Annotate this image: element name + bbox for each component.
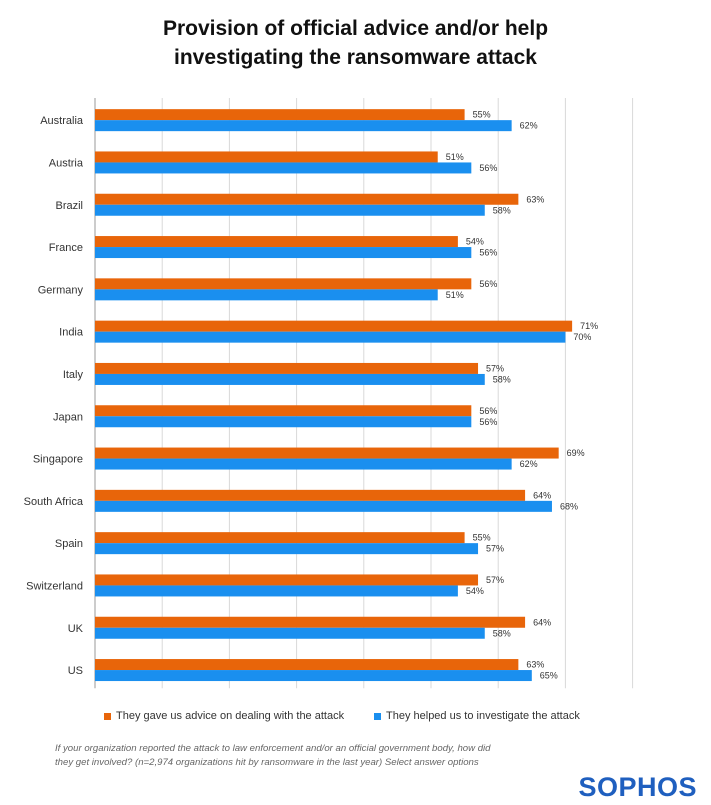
data-label: 57%: [486, 575, 504, 585]
data-label: 56%: [479, 406, 497, 416]
data-label: 55%: [473, 533, 491, 543]
category-label: Brazil: [55, 200, 83, 212]
data-label: 51%: [446, 152, 464, 162]
data-label: 58%: [493, 374, 511, 384]
data-label: 54%: [466, 237, 484, 247]
data-label: 69%: [567, 448, 585, 458]
data-label: 68%: [560, 501, 578, 511]
data-label: 64%: [533, 490, 551, 500]
data-label: 57%: [486, 544, 504, 554]
data-label: 62%: [520, 121, 538, 131]
bar-investigate: [95, 416, 472, 428]
bar-investigate: [95, 458, 512, 470]
data-label: 51%: [446, 290, 464, 300]
category-label: Germany: [38, 284, 84, 296]
bar-advice: [95, 616, 526, 628]
category-label: India: [59, 327, 84, 339]
chart-title: Provision of official advice and/or help…: [0, 14, 711, 72]
category-label: Japan: [53, 411, 83, 423]
category-label: Singapore: [33, 454, 83, 466]
category-label: France: [49, 242, 83, 254]
bar-chart: Australia 55% 62% Austria 51% 56% Brazil 63% 58%…: [24, 98, 634, 689]
data-label: 63%: [526, 660, 544, 670]
data-label: 56%: [479, 163, 497, 173]
category-label: Austria: [49, 157, 84, 169]
bar-advice: [95, 151, 438, 163]
bar-advice: [95, 489, 526, 501]
legend-item-investigate: They helped us to investigate the attack: [374, 710, 580, 722]
data-label: 58%: [493, 628, 511, 638]
data-label: 55%: [473, 110, 491, 120]
data-label: 56%: [479, 417, 497, 427]
data-label: 58%: [493, 205, 511, 215]
chart-title-line-2: investigating the ransomware attack: [174, 46, 537, 69]
footnote-line-2: they get involved? (n=2,974 organization…: [55, 757, 479, 768]
bar-advice: [95, 362, 479, 374]
bar-advice: [95, 574, 479, 586]
bar-investigate: [95, 627, 485, 639]
bar-advice: [95, 405, 472, 417]
data-label: 71%: [580, 321, 598, 331]
bar-investigate: [95, 162, 472, 174]
data-label: 56%: [479, 279, 497, 289]
legend-label-advice: They gave us advice on dealing with the …: [116, 710, 345, 722]
footnote: If your organization reported the attack…: [55, 742, 525, 770]
chart-title-line-1: Provision of official advice and/or help: [162, 17, 549, 40]
bar-investigate: [95, 585, 458, 597]
bar-advice: [95, 659, 519, 671]
legend-swatch-blue: [374, 712, 381, 720]
data-label: 56%: [479, 248, 497, 258]
bar-investigate: [95, 500, 552, 512]
bar-investigate: [95, 289, 438, 301]
category-label: UK: [68, 623, 84, 635]
bar-advice: [95, 532, 465, 544]
data-label: 57%: [486, 363, 504, 373]
data-label: 65%: [540, 671, 558, 681]
bar-advice: [95, 109, 465, 121]
category-label: South Africa: [24, 496, 84, 508]
bar-advice: [95, 320, 573, 332]
category-label: Switzerland: [26, 580, 83, 592]
legend-label-investigate: They helped us to investigate the attack: [386, 710, 580, 722]
bar-investigate: [95, 331, 566, 343]
bar-investigate: [95, 120, 512, 132]
data-label: 54%: [466, 586, 484, 596]
category-label: Spain: [55, 538, 83, 550]
legend-swatch-orange: [104, 712, 111, 720]
legend-item-advice: They gave us advice on dealing with the …: [104, 710, 344, 722]
data-label: 62%: [520, 459, 538, 469]
bar-advice: [95, 278, 472, 290]
data-label: 70%: [573, 332, 591, 342]
category-label: Australia: [40, 115, 84, 127]
footnote-line-1: If your organization reported the attack…: [55, 743, 491, 754]
bar-investigate: [95, 247, 472, 259]
bar-advice: [95, 193, 519, 205]
bar-investigate: [95, 543, 479, 555]
sophos-logo: SOPHOS: [578, 772, 697, 802]
bar-investigate: [95, 204, 485, 216]
category-label: US: [68, 665, 83, 677]
data-label: 63%: [526, 194, 544, 204]
bar-advice: [95, 447, 559, 459]
category-label: Italy: [63, 369, 84, 381]
bar-investigate: [95, 373, 485, 385]
bar-advice: [95, 236, 458, 248]
data-label: 64%: [533, 617, 551, 627]
bar-investigate: [95, 670, 532, 682]
